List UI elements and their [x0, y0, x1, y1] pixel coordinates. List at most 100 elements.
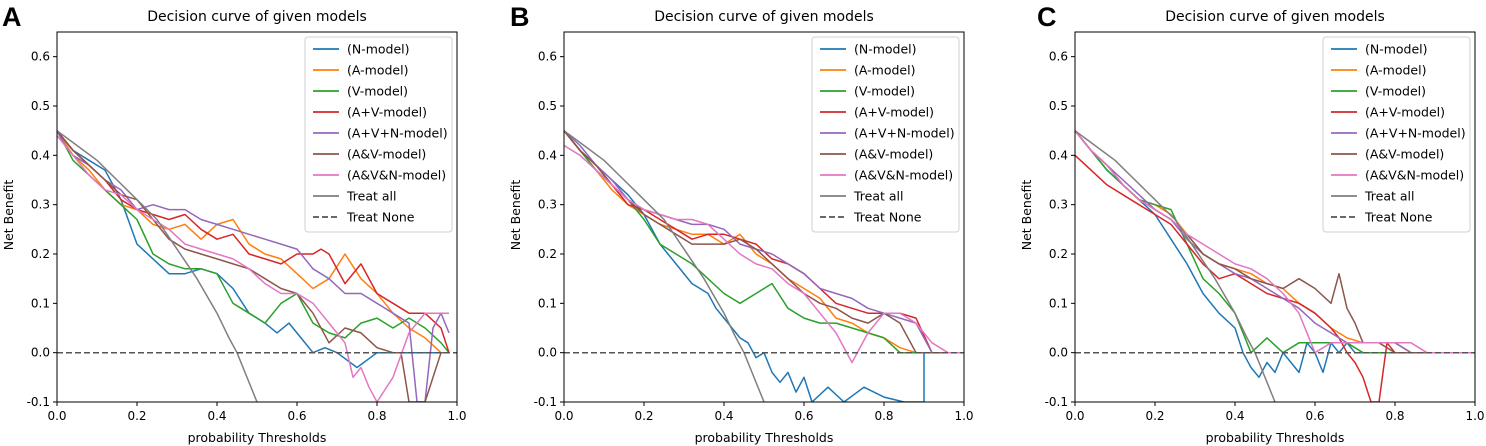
series-line [57, 130, 258, 402]
plot-area: 0.0 0.2 0.4 0.6 0.8 1.0-0.10.00.10.20.30.40.5… [27, 31, 467, 423]
series-line [564, 130, 925, 402]
legend-entry: (A+V+N-model) [854, 126, 955, 141]
legend-entry: (A&V-model) [347, 147, 426, 162]
legend-entry: (A&V&N-model) [347, 168, 446, 183]
legend-entry: (A&V-model) [854, 147, 933, 162]
x-tick-label: 0.6 [287, 409, 306, 423]
legend-entry: (N-model) [347, 42, 410, 57]
y-tick-label: 0.5 [31, 99, 50, 113]
x-tick-label: 1.0 [954, 409, 973, 423]
chart-title: Decision curve of given models [654, 9, 874, 25]
series-group [564, 130, 964, 402]
x-tick-label: 0.4 [714, 409, 733, 423]
legend: (N-model) (A-model) (V-model) (A+V-model) (A… [304, 36, 453, 233]
series-line [57, 130, 450, 354]
series-line [564, 130, 964, 354]
series-line [564, 130, 765, 402]
legend-box [811, 36, 960, 233]
y-tick-label: 0.5 [1049, 99, 1068, 113]
y-tick-label: 0.2 [1049, 247, 1068, 261]
x-tick-label: 0.6 [1305, 409, 1324, 423]
series-line [57, 130, 450, 402]
plot-area: 0.0 0.2 0.4 0.6 0.8 1.0-0.10.00.10.20.30.40.5… [534, 31, 974, 423]
x-axis-label: probability Thresholds [695, 430, 834, 445]
series-line [57, 130, 449, 354]
y-tick-label: 0.1 [538, 296, 557, 310]
legend: (N-model) (A-model) (V-model) (A+V-model) (A… [811, 36, 960, 233]
y-tick-label: 0.1 [31, 296, 50, 310]
y-tick-label: 0.3 [31, 198, 50, 212]
y-tick-label: 0.6 [1049, 50, 1068, 64]
legend-entry: Treat all [346, 189, 397, 204]
x-tick-label: 0.8 [367, 409, 386, 423]
legend-entry: (A+V-model) [1365, 105, 1445, 120]
x-tick-label: 1.0 [1465, 409, 1484, 423]
chart-title: Decision curve of given models [1165, 9, 1385, 25]
y-tick-label: -0.1 [1045, 395, 1068, 409]
legend-entry: (V-model) [347, 84, 408, 99]
series-group [57, 130, 457, 402]
legend-entry: (N-model) [1365, 42, 1428, 57]
y-tick-label: 0.3 [1049, 198, 1068, 212]
x-tick-label: 0.8 [1385, 409, 1404, 423]
legend-entry: (A&V&N-model) [1365, 168, 1464, 183]
x-tick-label: 0.4 [1225, 409, 1244, 423]
legend-entry: (A-model) [347, 63, 408, 78]
plot-frame [56, 31, 458, 403]
series-line [57, 130, 449, 402]
legend-box [1322, 36, 1471, 233]
legend-entry: Treat None [853, 210, 922, 225]
legend-entry: (A-model) [854, 63, 915, 78]
legend-entry: (A&V&N-model) [854, 168, 953, 183]
y-tick-label: 0.0 [31, 346, 50, 360]
plot-frame [563, 31, 965, 403]
y-tick-label: 0.0 [1049, 346, 1068, 360]
legend-entry: (A+V-model) [347, 105, 427, 120]
legend-entry: (N-model) [854, 42, 917, 57]
legend-entry: (A-model) [1365, 63, 1426, 78]
x-tick-label: 0.2 [1145, 409, 1164, 423]
x-axis-label: probability Thresholds [188, 430, 327, 445]
y-tick-label: 0.2 [538, 247, 557, 261]
x-tick-label: 0.4 [207, 409, 226, 423]
x-tick-label: 1.0 [447, 409, 466, 423]
y-tick-label: 0.6 [31, 50, 50, 64]
y-axis-label: Net Benefit [1019, 180, 1034, 251]
y-axis-label: Net Benefit [1, 180, 16, 251]
x-axis-label: probability Thresholds [1206, 430, 1345, 445]
x-tick-label: 0.0 [1065, 409, 1084, 423]
legend-entry: (A+V+N-model) [347, 126, 448, 141]
legend-entry: (A+V+N-model) [1365, 126, 1466, 141]
y-tick-label: 0.3 [538, 198, 557, 212]
panel-b: B Decision curve of given models 0.0 0.2 0… [508, 2, 974, 445]
series-line [1075, 130, 1276, 402]
y-tick-label: 0.5 [538, 99, 557, 113]
legend-entry: Treat None [1364, 210, 1433, 225]
legend-entry: Treat None [346, 210, 415, 225]
y-tick-label: 0.4 [538, 148, 557, 162]
y-tick-label: -0.1 [534, 395, 557, 409]
panel-letter: B [510, 2, 530, 32]
legend-entry: (V-model) [854, 84, 915, 99]
plot-frame [1074, 31, 1476, 403]
panel-a: A Decision curve of given models 0.0 0.2 0… [1, 2, 467, 445]
legend-entry: Treat all [1364, 189, 1415, 204]
legend-entry: (A&V-model) [1365, 147, 1444, 162]
panel-letter: C [1037, 2, 1057, 32]
series-line [57, 130, 450, 353]
x-tick-label: 0.0 [554, 409, 573, 423]
y-axis-label: Net Benefit [508, 180, 523, 251]
legend: (N-model) (A-model) (V-model) (A+V-model) (A… [1322, 36, 1471, 233]
y-tick-label: 0.2 [31, 247, 50, 261]
series-line [1075, 130, 1475, 354]
series-line [1075, 130, 1475, 354]
legend-box [304, 36, 453, 233]
x-tick-label: 0.2 [127, 409, 146, 423]
x-tick-label: 0.0 [47, 409, 66, 423]
chart-title: Decision curve of given models [147, 9, 367, 25]
x-tick-label: 0.6 [794, 409, 813, 423]
plot-area: 0.0 0.2 0.4 0.6 0.8 1.0-0.10.00.10.20.30.40.5… [1045, 31, 1485, 423]
x-tick-label: 0.2 [634, 409, 653, 423]
y-tick-label: 0.4 [31, 148, 50, 162]
